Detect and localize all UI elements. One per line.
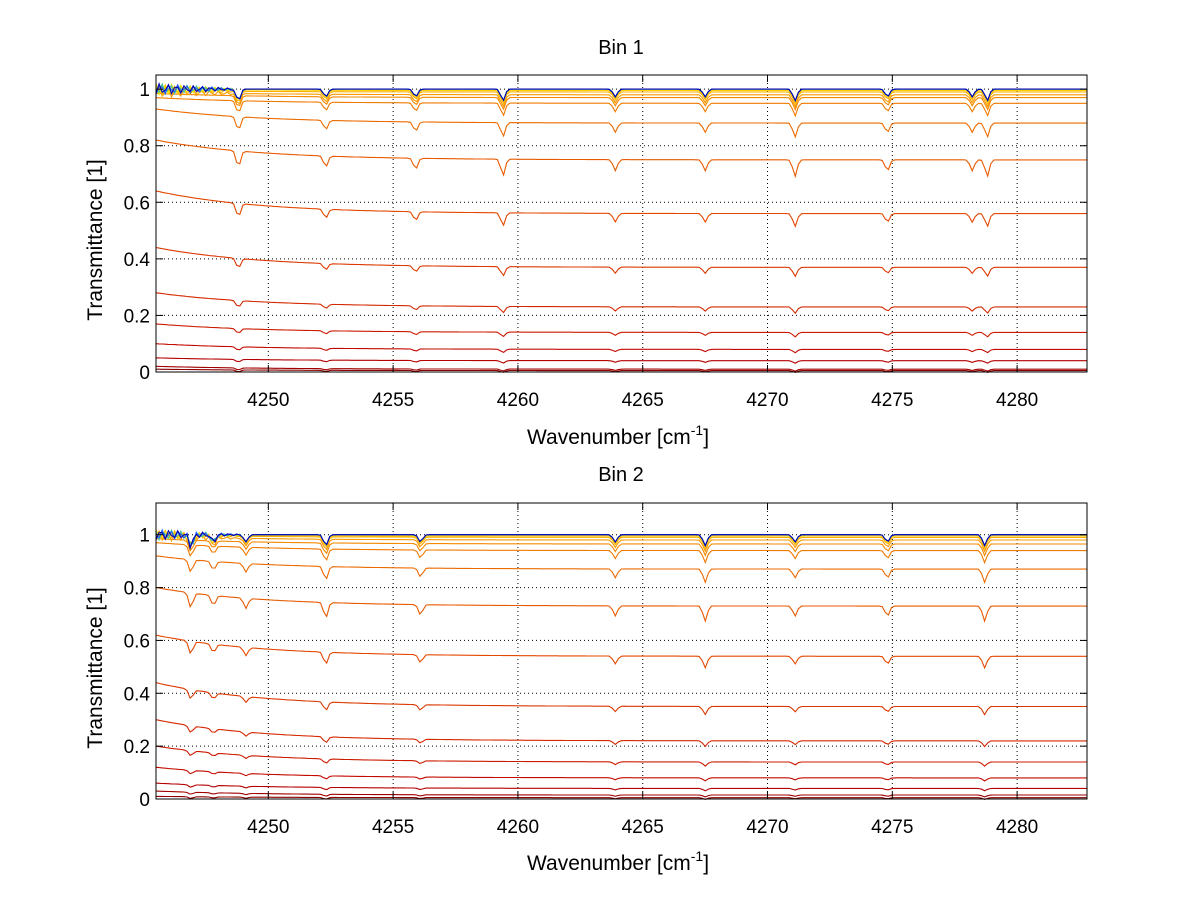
series-line: [155, 190, 1087, 228]
y-tick-label: 0: [139, 790, 150, 811]
series-line: [155, 323, 1087, 338]
y-tick-label: 0.4: [124, 684, 151, 705]
series-line: [156, 357, 1087, 364]
y-tick-label: 0: [139, 363, 150, 384]
x-axis-label: Wavenumber [cm-1]: [527, 848, 709, 875]
y-tick-label: 0.8: [124, 137, 150, 158]
series-line: [155, 92, 1087, 112]
series-line: [155, 529, 1087, 553]
y-tick-label: 0.6: [124, 631, 150, 652]
x-tick-label: 4260: [497, 390, 539, 411]
chart-bin-1: Bin 1 4250 4255 4260 4265 4270 4275 4280 00.20…: [84, 37, 1088, 449]
y-tick-label: 1: [139, 80, 150, 101]
series-layer: [155, 82, 1087, 373]
series-line: [156, 368, 1087, 373]
series-line: [155, 529, 1087, 549]
y-tick-label: 1: [139, 526, 150, 547]
series-line: [155, 682, 1087, 716]
y-tick-label: 0.2: [124, 737, 150, 758]
series-line: [155, 782, 1087, 792]
chart-title: Bin 2: [598, 464, 644, 486]
y-ticks: 0 0.2 0.4 0.6 0.8 1: [124, 526, 1087, 811]
series-line: [155, 343, 1087, 354]
series-line: [155, 587, 1087, 624]
y-tick-label: 0.4: [124, 250, 151, 271]
series-line: [155, 542, 1087, 565]
x-ticks: 4250 4255 4260 4265 4270 4275 4280: [247, 503, 1038, 838]
x-tick-label: 4280: [996, 390, 1038, 411]
x-tick-label: 4250: [247, 817, 289, 838]
gridlines: [156, 503, 1087, 800]
x-tick-label: 4255: [372, 390, 414, 411]
series-line: [155, 365, 1087, 372]
axes-box: [155, 74, 1088, 373]
x-axis-label: Wavenumber [cm-1]: [527, 422, 709, 449]
series-line: [155, 97, 1087, 118]
series-line: [155, 790, 1087, 798]
y-ticks: 0 0.2 0.4 0.6 0.8 1: [124, 80, 1087, 384]
chart-bin-2: Bin 2 4250 4255 4260 4265 4270 4275 4280 00.20…: [84, 464, 1088, 875]
y-tick-label: 0.2: [124, 306, 150, 327]
x-ticks: 4250 4255 4260 4265 4270 4275 4280: [247, 75, 1038, 411]
x-tick-label: 4280: [996, 817, 1038, 838]
series-line: [155, 292, 1087, 315]
x-tick-label: 4260: [497, 817, 539, 838]
series-line: [155, 82, 1087, 103]
y-axis-label: Transmittance [1]: [84, 587, 107, 748]
x-tick-label: 4270: [746, 390, 788, 411]
x-tick-label: 4265: [622, 390, 664, 411]
series-line: [155, 529, 1087, 551]
series-line: [155, 529, 1087, 550]
y-axis-label: Transmittance [1]: [84, 159, 107, 320]
y-tick-label: 0.6: [124, 193, 150, 214]
gridlines: [156, 75, 1087, 373]
series-line: [155, 538, 1087, 557]
y-tick-label: 0.8: [124, 579, 150, 600]
x-tick-label: 4270: [746, 817, 788, 838]
x-tick-label: 4275: [871, 817, 913, 838]
axes-box: [155, 502, 1088, 800]
series-line: [156, 795, 1087, 800]
series-line: [155, 246, 1087, 278]
series-layer: [155, 528, 1087, 800]
series-line: [155, 555, 1087, 585]
series-line: [155, 745, 1087, 767]
series-line: [155, 634, 1087, 670]
chart-title: Bin 1: [598, 37, 644, 59]
series-line: [155, 85, 1087, 109]
series-line: [155, 84, 1087, 106]
x-tick-label: 4265: [622, 817, 664, 838]
series-line: [155, 766, 1087, 782]
series-line: [155, 719, 1087, 748]
x-tick-label: 4275: [871, 390, 913, 411]
x-tick-label: 4255: [372, 817, 414, 838]
series-line: [155, 139, 1087, 179]
series-line: [155, 83, 1087, 104]
x-tick-label: 4250: [247, 390, 289, 411]
series-line: [155, 108, 1087, 139]
